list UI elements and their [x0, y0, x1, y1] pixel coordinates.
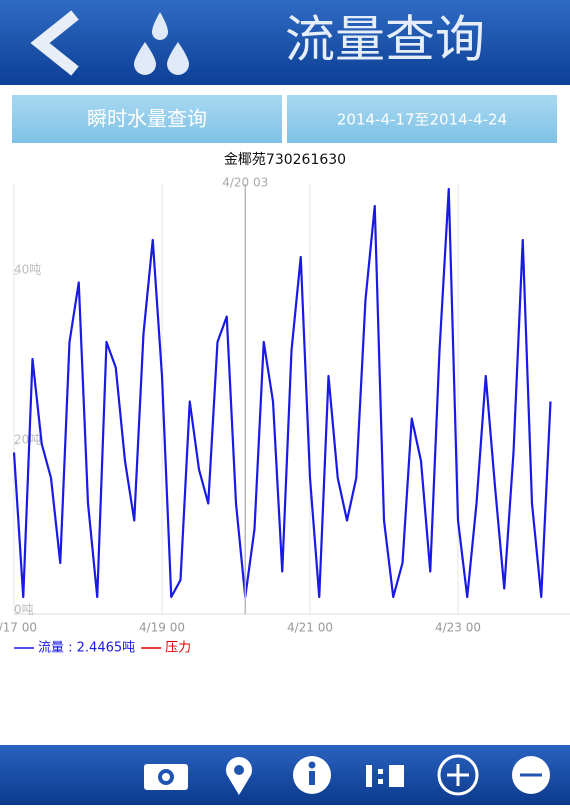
range-button[interactable] — [287, 95, 557, 143]
logo-drops — [134, 12, 189, 75]
legend-label: 流量 : 2.4465吨 — [38, 641, 135, 656]
y-tick-label: 20吨 — [14, 433, 41, 447]
back-button[interactable] — [30, 10, 79, 76]
data-line — [12, 187, 552, 599]
legend-label: 压力 — [165, 641, 191, 656]
zoom-out-button[interactable] — [512, 756, 550, 794]
info-button[interactable] — [293, 756, 331, 794]
location-button[interactable] — [226, 757, 253, 795]
camera-button[interactable] — [144, 764, 188, 790]
x-tick-label: 4/19 00 — [139, 621, 185, 635]
chart-title: 金椰苑730261630 — [224, 152, 346, 168]
scale-button[interactable] — [366, 765, 404, 787]
mode-button-label[interactable]: 瞬时水量查询 — [87, 107, 207, 131]
toolbar — [0, 745, 570, 805]
range-button-label[interactable]: 2014-4-17至2014-4-24 — [337, 111, 507, 129]
x-tick-label: 4/21 00 — [287, 621, 333, 635]
mode-button[interactable] — [12, 95, 282, 143]
header-bar — [0, 0, 570, 85]
plot: 4/17 00 4/19 00 4/21 00 4/23 00 0吨 20吨 40吨 4/20… — [0, 176, 570, 656]
y-tick-label: 0吨 — [14, 603, 34, 617]
x-tick-label: 4/23 00 — [435, 621, 481, 635]
zoom-in-button[interactable] — [437, 754, 479, 796]
header-title: 流量查询 — [285, 11, 485, 69]
cursor-label: 4/20 03 — [222, 176, 268, 190]
y-tick-label: 40吨 — [14, 263, 41, 277]
x-tick-label: 4/17 00 — [0, 621, 37, 635]
